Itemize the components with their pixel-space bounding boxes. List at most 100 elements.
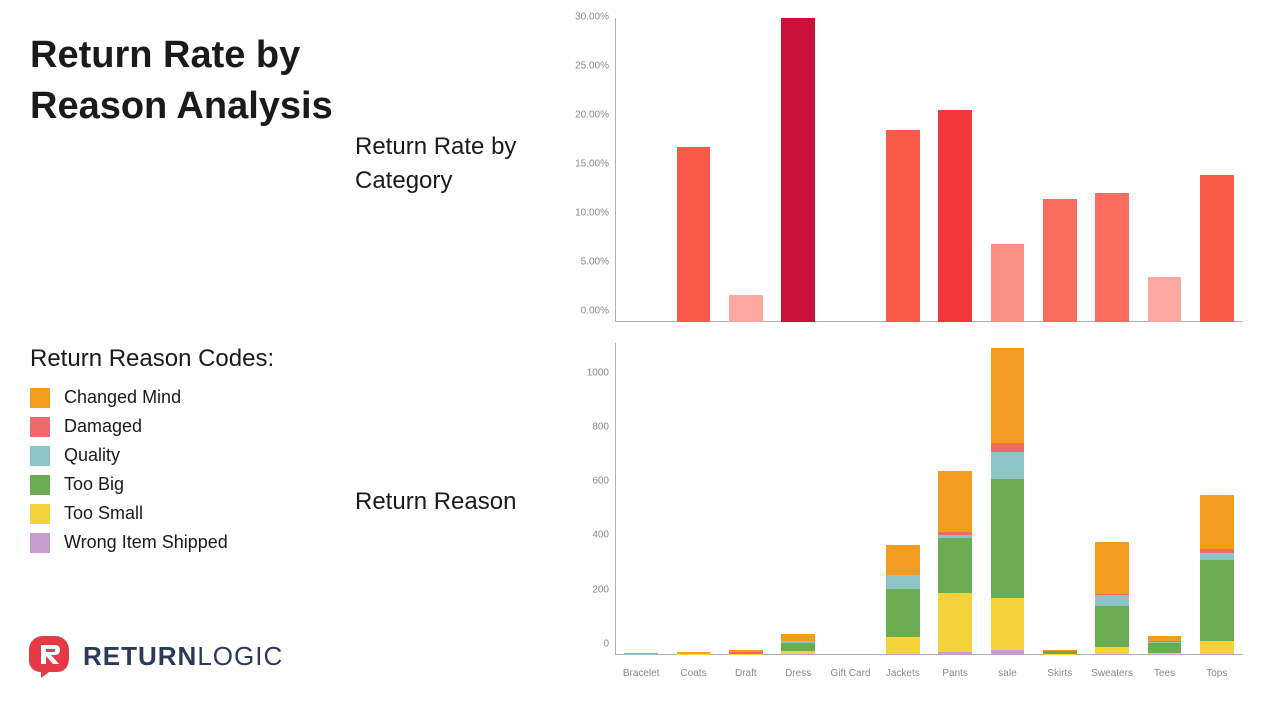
bar-slot <box>720 343 772 655</box>
logo: RETURNLOGIC <box>25 632 283 680</box>
bottom-chart-label: Return Reason <box>355 485 516 519</box>
stacked-bar <box>1043 343 1076 655</box>
legend-label: Wrong Item Shipped <box>64 532 228 553</box>
legend-item: Too Big <box>30 474 370 495</box>
ytick: 10.00% <box>575 207 615 218</box>
stacked-bar <box>886 343 919 655</box>
bar-slot <box>772 18 824 322</box>
legend-swatch <box>30 446 50 466</box>
bar-slot <box>615 343 667 655</box>
xlabel: Dress <box>772 668 824 679</box>
return-rate-by-category-chart: 0.00%5.00%10.00%15.00%20.00%25.00%30.00% <box>555 10 1255 330</box>
xlabel: sale <box>981 668 1033 679</box>
stacked-bar <box>1200 343 1233 655</box>
bar-slot <box>1034 18 1086 322</box>
bar-segment <box>1095 654 1128 655</box>
bar-slot <box>667 18 719 322</box>
legend-swatch <box>30 388 50 408</box>
legend-label: Damaged <box>64 416 142 437</box>
legend-item: Too Small <box>30 503 370 524</box>
bar-segment <box>991 348 1024 443</box>
legend-swatch <box>30 533 50 553</box>
stacked-bar <box>781 343 814 655</box>
ytick: 30.00% <box>575 11 615 22</box>
bar-segment <box>886 589 919 638</box>
legend-label: Too Big <box>64 474 124 495</box>
stacked-bar <box>729 343 762 655</box>
bar-slot <box>824 18 876 322</box>
bar-segment <box>1148 654 1181 655</box>
bar-slot <box>929 18 981 322</box>
xlabel: Jackets <box>877 668 929 679</box>
bar-slot <box>877 18 929 322</box>
bar <box>677 147 710 322</box>
bar-slot <box>1138 18 1190 322</box>
bar-segment <box>781 654 814 655</box>
stacked-bar <box>624 343 657 655</box>
bar-segment <box>1043 654 1076 655</box>
bar-segment <box>1095 606 1128 647</box>
bar-segment <box>1200 560 1233 641</box>
xlabel: Gift Card <box>824 668 876 679</box>
bar-segment <box>1095 542 1128 594</box>
legend-swatch <box>30 417 50 437</box>
legend-item: Changed Mind <box>30 387 370 408</box>
legend-item: Wrong Item Shipped <box>30 532 370 553</box>
bar-slot <box>1086 343 1138 655</box>
bar <box>886 130 919 322</box>
legend-item: Quality <box>30 445 370 466</box>
bar-segment <box>886 575 919 589</box>
bar <box>1043 199 1076 322</box>
ytick: 25.00% <box>575 60 615 71</box>
bar <box>1200 175 1233 322</box>
bar-segment <box>938 538 971 592</box>
bar-slot <box>1086 18 1138 322</box>
bar-segment <box>729 654 762 655</box>
xlabel: Coats <box>667 668 719 679</box>
bar-segment <box>938 471 971 533</box>
bar <box>1095 193 1128 322</box>
bar-segment <box>938 652 971 655</box>
bar-segment <box>1148 643 1181 652</box>
bar-slot <box>929 343 981 655</box>
xlabel: Skirts <box>1034 668 1086 679</box>
stacked-bar <box>1148 343 1181 655</box>
logo-text: RETURNLOGIC <box>83 641 283 672</box>
legend-swatch <box>30 475 50 495</box>
bar <box>1148 277 1181 322</box>
bar-segment <box>991 479 1024 598</box>
ytick: 1000 <box>587 367 615 378</box>
ytick: 600 <box>592 476 615 487</box>
bar <box>938 110 971 322</box>
bar-segment <box>886 654 919 655</box>
bar-slot <box>981 343 1033 655</box>
bar-segment <box>1200 654 1233 655</box>
bar-segment <box>991 598 1024 650</box>
legend: Return Reason Codes: Changed Mind Damaged… <box>30 345 370 561</box>
ytick: 0 <box>603 639 615 650</box>
bar-slot <box>720 18 772 322</box>
xlabel: Tees <box>1138 668 1190 679</box>
bar-slot <box>824 343 876 655</box>
ytick: 800 <box>592 421 615 432</box>
bar-segment <box>781 643 814 651</box>
bar-segment <box>624 654 657 655</box>
bar-segment <box>1200 553 1233 560</box>
legend-title: Return Reason Codes: <box>30 345 370 373</box>
top-chart-label: Return Rate by Category <box>355 130 535 197</box>
legend-label: Quality <box>64 445 120 466</box>
bar-slot <box>1034 343 1086 655</box>
legend-label: Too Small <box>64 503 143 524</box>
bar-slot <box>1191 18 1243 322</box>
ytick: 0.00% <box>581 306 615 317</box>
bar-segment <box>1200 495 1233 549</box>
bar <box>781 18 814 322</box>
ytick: 15.00% <box>575 158 615 169</box>
bar-slot <box>772 343 824 655</box>
stacked-bar <box>1095 343 1128 655</box>
bar-segment <box>938 593 971 653</box>
xlabel: Tops <box>1191 668 1243 679</box>
bar <box>991 244 1024 322</box>
logo-mark-icon <box>25 632 73 680</box>
bar-segment <box>991 443 1024 451</box>
